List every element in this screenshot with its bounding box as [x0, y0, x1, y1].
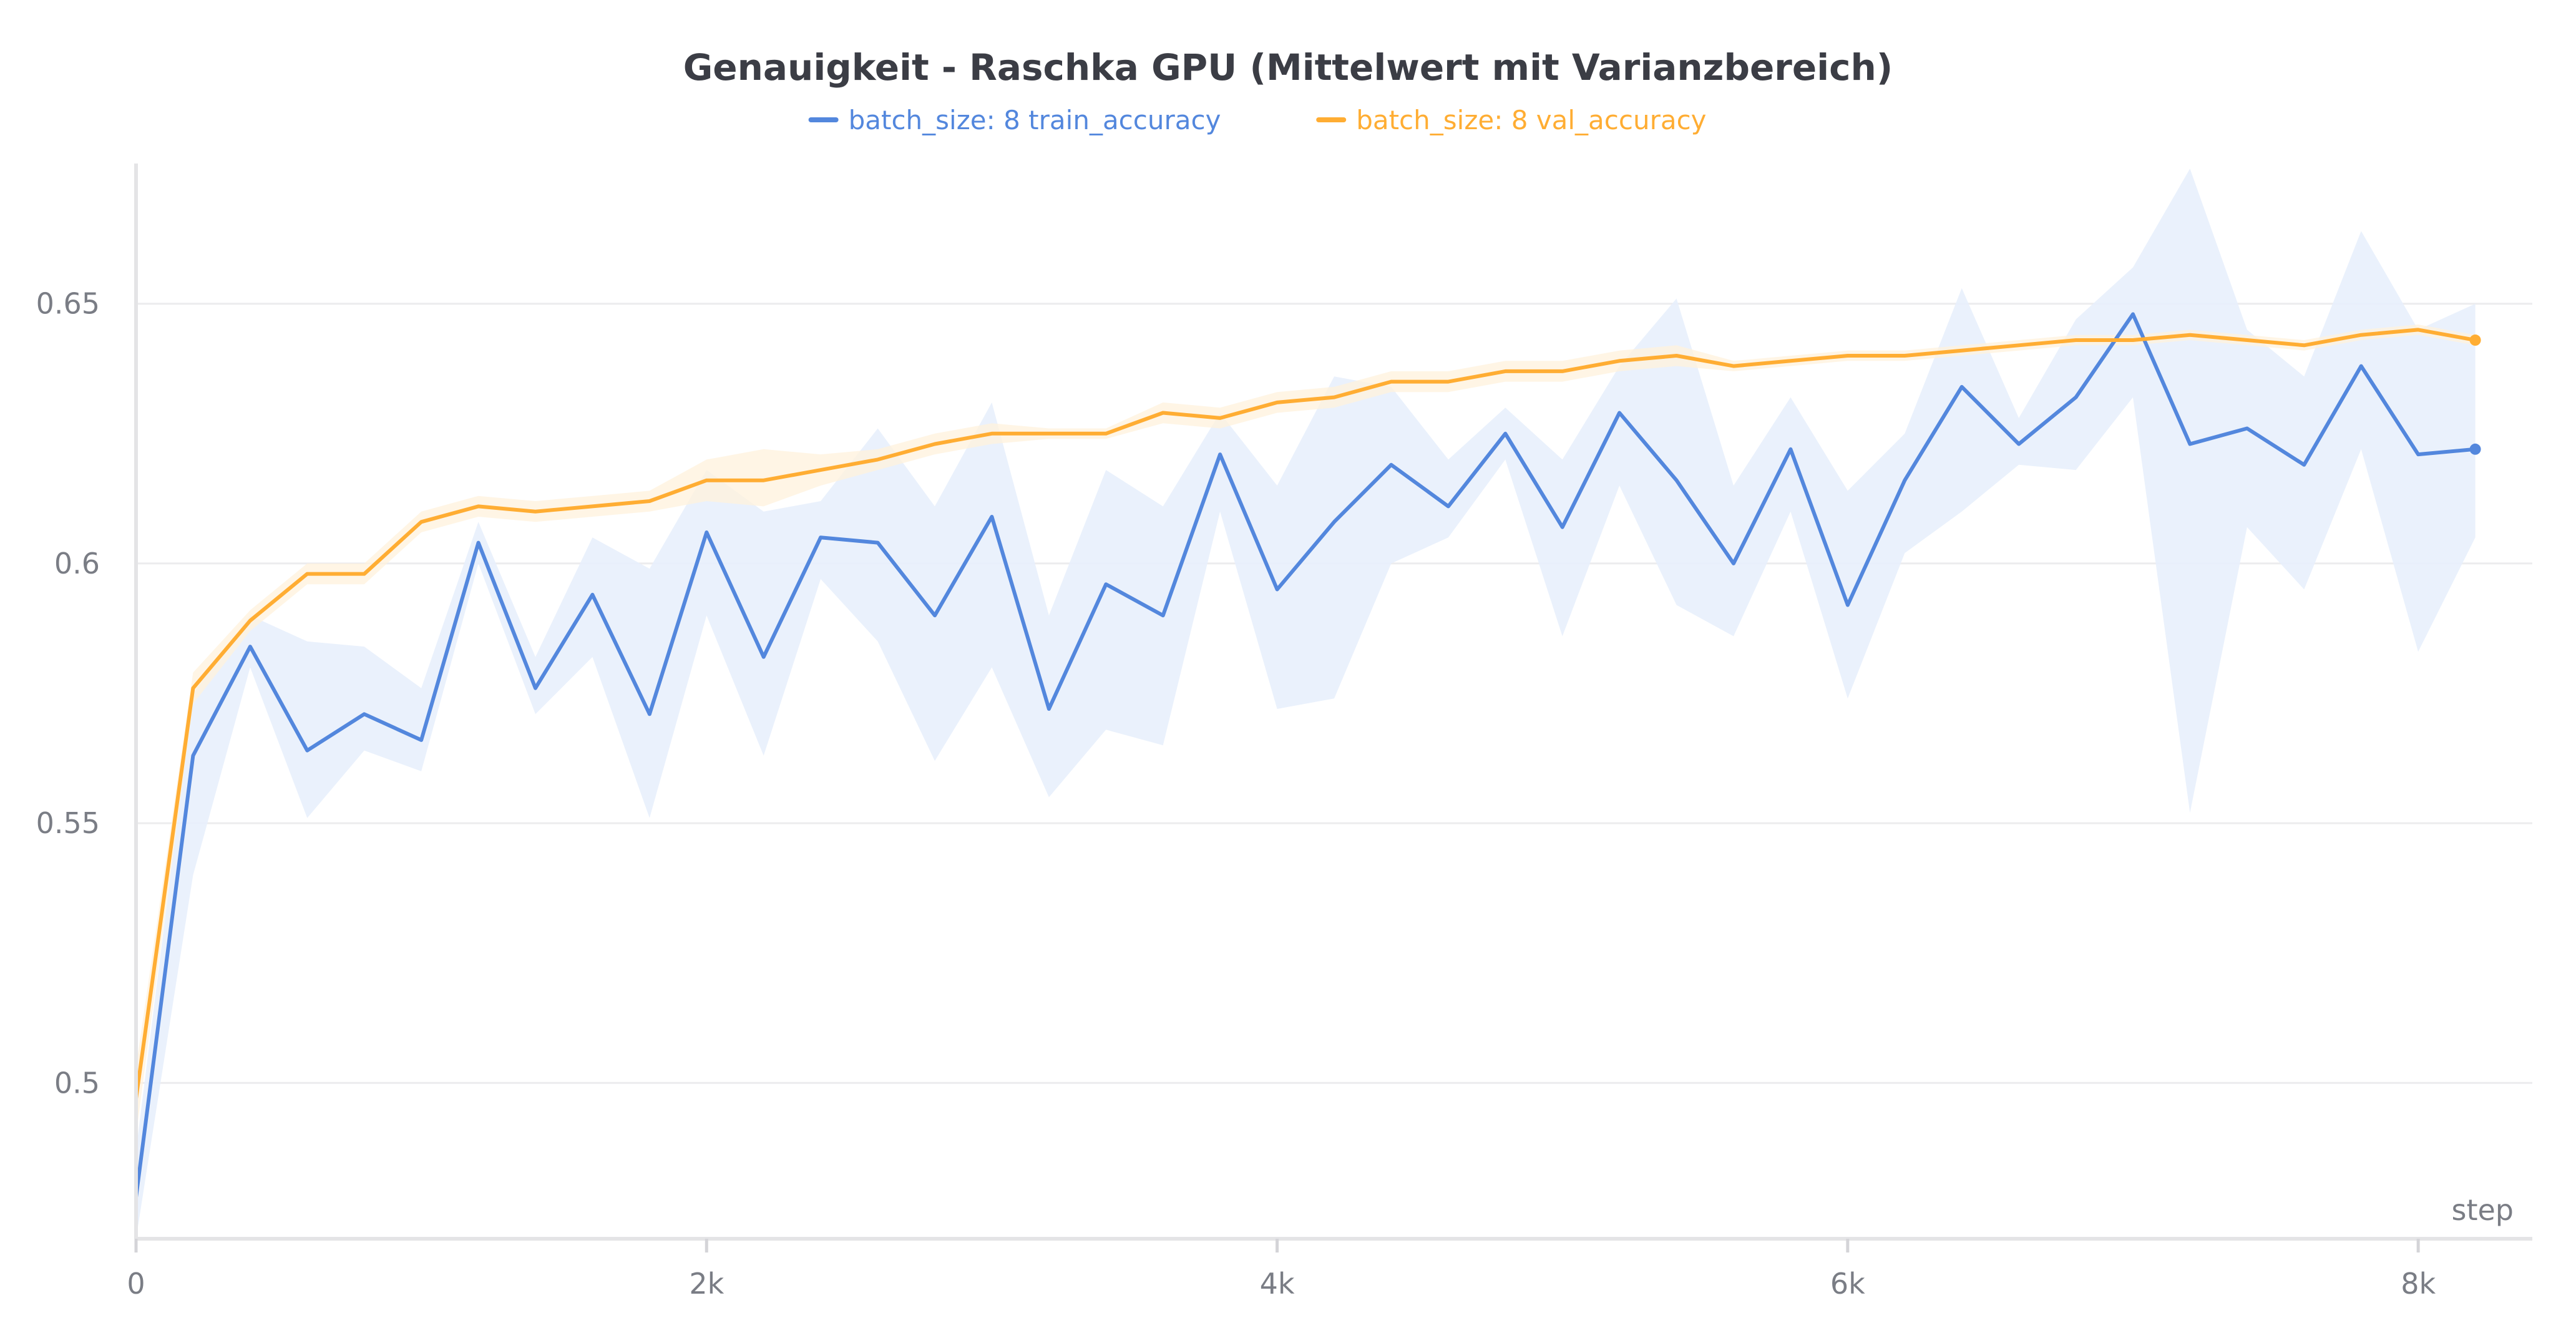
series-1-line: [134, 328, 2477, 1101]
series-0-end-point: [2469, 443, 2481, 455]
legend: batch_size: 8 train_accuracy batch_size: …: [808, 105, 1707, 135]
y-tick-label: 0.55: [36, 806, 100, 840]
y-tick-label: 0.65: [36, 287, 100, 321]
x-tick-label: 4k: [1260, 1267, 1295, 1301]
series-0-line: [134, 312, 2477, 1199]
axes: [134, 164, 2532, 1241]
chart-title: Genauigkeit - Raschka GPU (Mittelwert mi…: [683, 46, 1893, 89]
x-tick-label: 0: [127, 1267, 145, 1301]
y-tick-label: 0.5: [54, 1066, 100, 1100]
axis-ticks: 0.5 0.55 0.6 0.65 0 2k 4k 6k 8k: [36, 287, 2436, 1301]
legend-label: batch_size: 8 train_accuracy: [849, 105, 1221, 135]
series-lines: [134, 312, 2481, 1199]
x-tick-label: 6k: [1830, 1267, 1865, 1301]
x-axis-label: step: [2451, 1193, 2514, 1227]
x-tick-label: 2k: [689, 1267, 724, 1301]
y-tick-label: 0.6: [54, 547, 100, 580]
x-tick-label: 8k: [2401, 1267, 2436, 1301]
legend-label: batch_size: 8 val_accuracy: [1356, 105, 1706, 135]
series-0-variance-band: [136, 168, 2476, 1239]
variance-bands: [136, 168, 2476, 1239]
series-1-end-point: [2469, 334, 2481, 346]
